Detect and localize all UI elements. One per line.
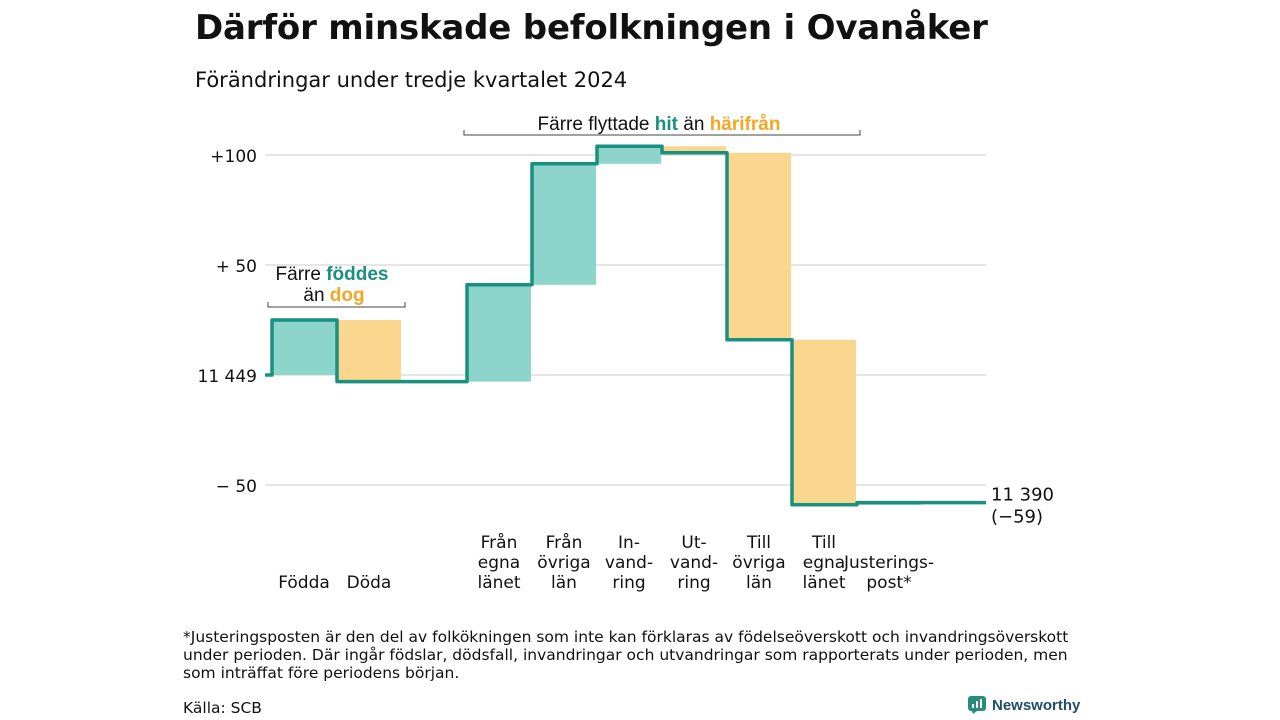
- waterfall-bar: [337, 320, 401, 382]
- y-tick-label: − 50: [216, 477, 257, 497]
- category-label: Till egna länet: [802, 533, 845, 593]
- waterfall-bar: [662, 146, 726, 153]
- category-label: In-vand-ring: [605, 533, 653, 593]
- annotation-migration: Färre flyttade hit än härifrån: [538, 114, 781, 135]
- y-tick-label: +100: [210, 147, 257, 167]
- waterfall-bar: [727, 152, 791, 340]
- waterfall-bar: [532, 163, 596, 285]
- waterfall-bar: [597, 146, 661, 164]
- footnote: *Justeringsposten är den del av folkökni…: [183, 628, 1069, 682]
- y-tick-label: 11 449: [198, 367, 257, 387]
- source-label: Källa: SCB: [183, 699, 262, 717]
- waterfall-bar: [792, 339, 856, 505]
- cumulative-step-line: [265, 144, 986, 507]
- brand: Newsworthy: [968, 696, 1080, 714]
- category-label: Ut-vand-ring: [670, 533, 718, 593]
- y-tick-label: + 50: [216, 257, 257, 277]
- category-label: Till övriga län: [732, 533, 785, 593]
- annotation-bracket: [267, 302, 406, 308]
- annotation-births-deaths-line1: Färre föddes: [276, 264, 389, 285]
- annotation-bracket: [463, 130, 861, 136]
- waterfall-bar: [272, 320, 336, 375]
- waterfall-bar: [467, 284, 531, 382]
- brand-name: Newsworthy: [992, 696, 1081, 714]
- chart-title: Därför minskade befolkningen i Ovanåker: [195, 8, 988, 48]
- chart-subtitle: Förändringar under tredje kvartalet 2024: [195, 68, 628, 92]
- category-label: Från egna länet: [477, 532, 520, 593]
- category-label: Födda: [278, 573, 330, 593]
- category-label: Från övriga län: [537, 532, 590, 593]
- end-value-label: 11 390: [991, 485, 1054, 506]
- category-label: Justerings-post*: [843, 553, 934, 593]
- category-label: Döda: [347, 573, 392, 593]
- newsworthy-logo-icon: [968, 696, 986, 714]
- end-change-label: (−59): [991, 507, 1043, 528]
- waterfall-chart: +100 + 50 11 449 − 50 Födda Döda Från egna länet…: [198, 114, 1054, 593]
- annotation-births-deaths-line2: än dog: [303, 285, 364, 306]
